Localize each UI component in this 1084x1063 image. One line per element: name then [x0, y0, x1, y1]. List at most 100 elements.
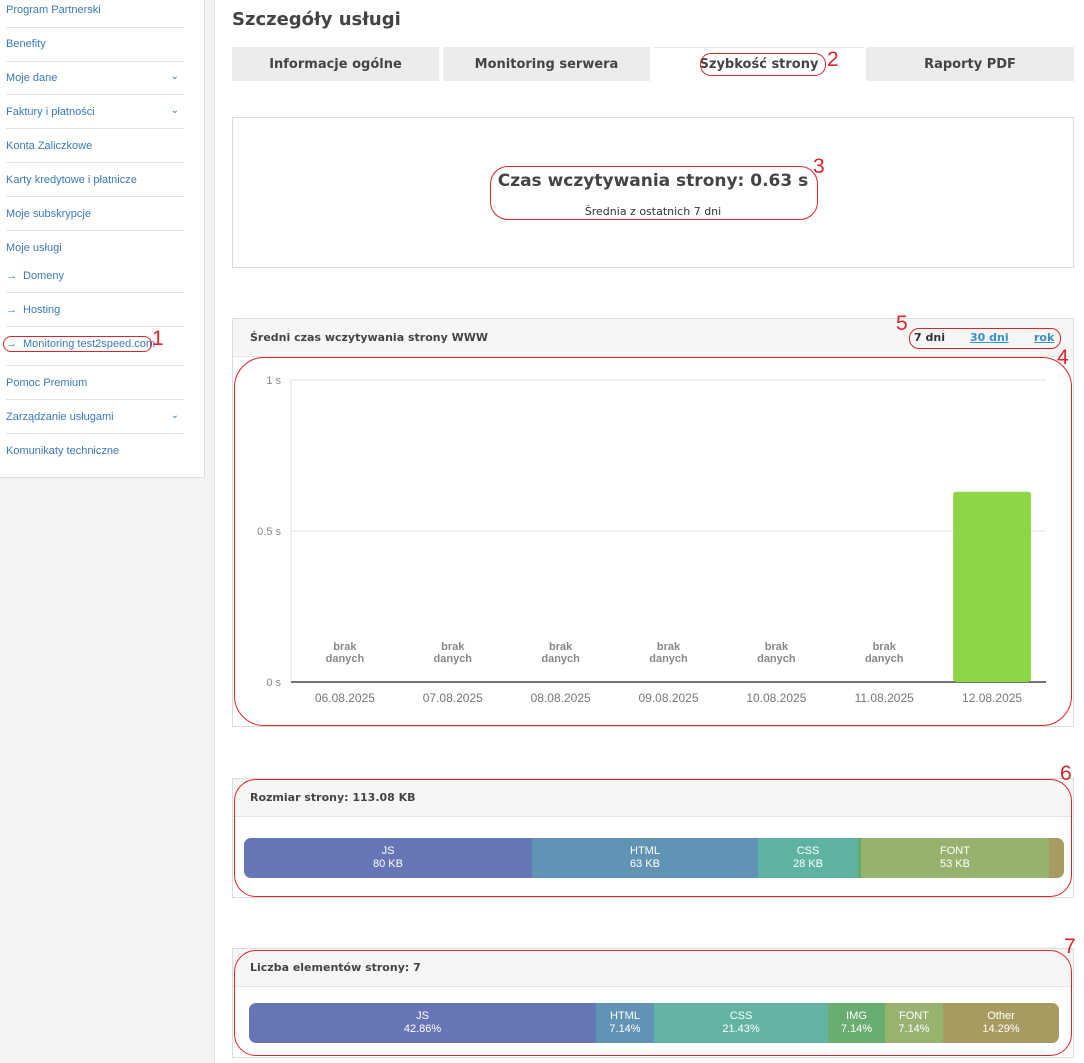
- segment-value: 80 KB: [373, 858, 403, 870]
- chart-box-header: Średni czas wczytywania strony WWW 7 dni…: [233, 319, 1073, 357]
- chevron-down-icon[interactable]: ⌄: [170, 105, 179, 116]
- chart-title: Średni czas wczytywania strony WWW: [250, 331, 488, 344]
- segment-value: 7.14%: [840, 1023, 873, 1035]
- sidebar-item-monitoring[interactable]: → Monitoring test2speed.com: [6, 338, 184, 366]
- elements-segment-js: JS 42.86%: [249, 1003, 596, 1043]
- sidebar-item-hosting[interactable]: → Hosting: [6, 304, 184, 327]
- no-data-label: brak: [333, 641, 357, 653]
- sidebar-item-label: Domeny: [23, 270, 64, 282]
- y-tick-label: 1 s: [266, 375, 281, 387]
- chevron-down-icon[interactable]: ⌄: [170, 410, 179, 421]
- sidebar-item-label: Program Partnerski: [6, 4, 101, 16]
- sidebar-item-program-partnerski[interactable]: Program Partnerski: [6, 4, 184, 28]
- sidebar-item-benefity[interactable]: Benefity: [6, 38, 184, 62]
- sidebar-item-label: Karty kredytowe i płatnicze: [6, 174, 137, 186]
- tab-informacje-ogolne[interactable]: Informacje ogólne: [232, 47, 439, 81]
- sidebar-item-label: Moje subskrypcje: [6, 208, 91, 220]
- sidebar-item-label: Faktury i płatności: [6, 106, 95, 118]
- elements-segment-html: HTML 7.14%: [596, 1003, 654, 1043]
- sidebar-item-label: Konta Zaliczkowe: [6, 140, 93, 152]
- segment-name: Other: [987, 1010, 1015, 1022]
- no-data-label: danych: [649, 653, 688, 665]
- no-data-label: danych: [541, 653, 580, 665]
- elements-title: Liczba elementów strony: 7: [250, 961, 421, 974]
- sidebar-item-komunikaty[interactable]: Komunikaty techniczne: [6, 445, 184, 463]
- sidebar-item-zarzadzanie[interactable]: Zarządzanie usługami ⌄: [6, 410, 184, 434]
- sidebar-item-label: Moje dane: [6, 72, 58, 84]
- no-data-label: danych: [326, 653, 365, 665]
- sidebar-item-moje-dane[interactable]: Moje dane ⌄: [6, 71, 184, 95]
- elements-segment-css: CSS 21.43%: [654, 1003, 828, 1043]
- elements-box: Liczba elementów strony: 7 JS 42.86% HTML…: [232, 948, 1074, 1058]
- x-tick-label: 12.08.2025: [962, 691, 1022, 705]
- chart-box: Średni czas wczytywania strony WWW 7 dni…: [232, 318, 1074, 727]
- segment-name: CSS: [796, 845, 820, 857]
- x-tick-label: 07.08.2025: [423, 691, 483, 705]
- elements-segment-other: Other 14.29%: [943, 1003, 1059, 1043]
- segment-value: 53 KB: [940, 858, 970, 870]
- elements-segment-font: FONT 7.14%: [885, 1003, 943, 1043]
- sidebar-item-label: Pomoc Premium: [6, 377, 88, 389]
- sidebar-item-konta-zaliczkowe[interactable]: Konta Zaliczkowe: [6, 140, 184, 163]
- no-data-label: brak: [873, 641, 897, 653]
- sidebar-item-karty[interactable]: Karty kredytowe i płatnicze: [6, 174, 184, 197]
- annotation-number: 4: [1057, 346, 1069, 369]
- annotation-number: 7: [1064, 935, 1076, 958]
- arrow-right-icon: →: [6, 338, 17, 350]
- sidebar-item-label: Hosting: [23, 304, 61, 316]
- segment-name: JS: [381, 845, 395, 857]
- elements-bar: JS 42.86% HTML 7.14% CSS 21.43% IMG 7.14% FO…: [249, 1003, 1059, 1043]
- range-year[interactable]: rok: [1034, 331, 1055, 344]
- segment-value: 42.86%: [403, 1023, 442, 1035]
- arrow-right-icon: →: [6, 304, 17, 316]
- range-7-days[interactable]: 7 dni: [914, 331, 945, 344]
- sidebar-item-domeny[interactable]: → Domeny: [6, 270, 184, 293]
- size-segment-img: [858, 838, 861, 878]
- segment-name: CSS: [729, 1010, 753, 1022]
- segment-value: 7.14%: [898, 1023, 930, 1035]
- no-data-label: brak: [441, 641, 465, 653]
- sidebar-item-moje-uslugi[interactable]: Moje usługi: [6, 242, 184, 260]
- segment-name: JS: [416, 1010, 429, 1022]
- x-tick-label: 09.08.2025: [638, 691, 698, 705]
- no-data-label: brak: [765, 641, 789, 653]
- tab-bar: Informacje ogólne Monitoring serwera Szy…: [232, 47, 1074, 81]
- page-size-title: Rozmiar strony: 113.08 KB: [250, 791, 416, 804]
- size-segment-js: JS 80 KB: [244, 838, 532, 878]
- chart-bar: [953, 491, 1032, 682]
- tab-monitoring-serwera[interactable]: Monitoring serwera: [443, 47, 650, 81]
- page-size-header: Rozmiar strony: 113.08 KB: [233, 779, 1073, 817]
- sidebar-item-label: Benefity: [6, 38, 46, 50]
- segment-name: FONT: [940, 845, 970, 857]
- annotation-number: 2: [827, 48, 839, 71]
- no-data-label: danych: [865, 653, 904, 665]
- annotation-number: 1: [152, 327, 164, 350]
- tab-label: Informacje ogólne: [269, 56, 402, 72]
- segment-value: 7.14%: [609, 1023, 641, 1035]
- tab-label: Szybkość strony: [699, 57, 819, 72]
- load-time-box: Czas wczytywania strony: 0.63 s Średnia …: [232, 117, 1074, 268]
- segment-value: 28 KB: [793, 858, 823, 870]
- no-data-label: danych: [757, 653, 796, 665]
- no-data-label: brak: [549, 641, 573, 653]
- size-segment-font: FONT 53 KB: [861, 838, 1049, 878]
- sidebar-item-faktury[interactable]: Faktury i płatności ⌄: [6, 105, 184, 129]
- bar-chart: 0 s0.5 s1 sbrakdanych06.08.2025brakdanyc…: [257, 375, 1046, 705]
- sidebar-item-label: Komunikaty techniczne: [6, 445, 120, 457]
- elements-segment-img: IMG 7.14%: [828, 1003, 885, 1043]
- page-size-bar: JS 80 KB HTML 63 KB CSS 28 KB FONT 53 KB: [244, 838, 1064, 878]
- segment-name: HTML: [610, 1010, 640, 1022]
- range-30-days[interactable]: 30 dni: [970, 331, 1009, 344]
- tab-raporty-pdf[interactable]: Raporty PDF: [866, 47, 1074, 81]
- load-time-title: Czas wczytywania strony: 0.63 s: [497, 171, 809, 191]
- sidebar-item-pomoc-premium[interactable]: Pomoc Premium: [6, 377, 184, 400]
- tab-label: Monitoring serwera: [474, 56, 619, 72]
- sidebar-item-moje-subskrypcje[interactable]: Moje subskrypcje: [6, 208, 184, 231]
- segment-value: 21.43%: [722, 1023, 760, 1035]
- x-tick-label: 10.08.2025: [746, 691, 806, 705]
- chevron-down-icon[interactable]: ⌄: [170, 71, 179, 82]
- no-data-label: danych: [434, 653, 473, 665]
- sidebar-item-label: Moje usługi: [6, 242, 62, 254]
- arrow-right-icon: →: [6, 270, 17, 282]
- elements-header: Liczba elementów strony: 7: [233, 949, 1073, 987]
